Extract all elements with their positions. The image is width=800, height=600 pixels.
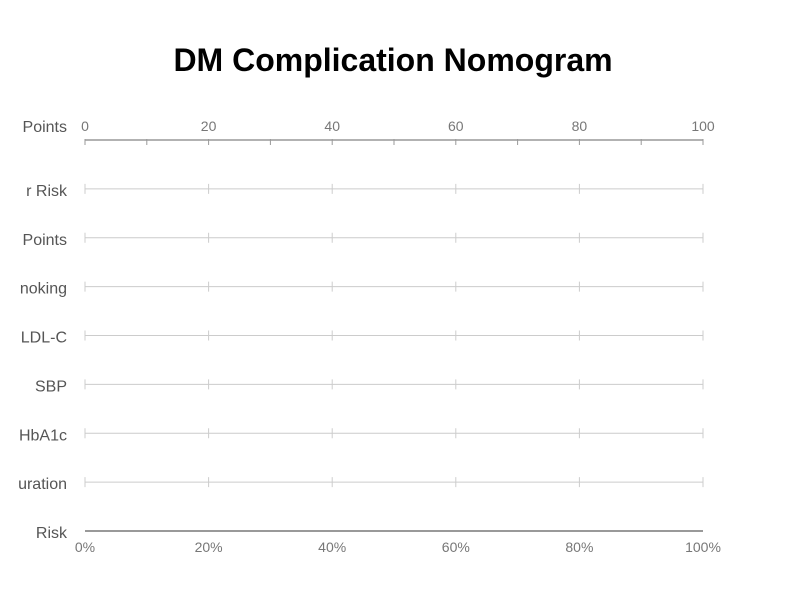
chart-title: DM Complication Nomogram (173, 42, 612, 78)
risk-axis-tick-label: 60% (442, 539, 470, 555)
row-label: r Risk (26, 183, 68, 200)
nomogram-row: r Risk (26, 183, 704, 200)
points-axis-tick-label: 40 (324, 118, 340, 134)
nomogram-row: HbA1c (19, 427, 704, 444)
risk-axis-tick-label: 0% (75, 539, 95, 555)
row-label: Points (23, 232, 67, 249)
nomogram-row: LDL-C (21, 330, 704, 347)
risk-axis-tick-label: 80% (565, 539, 593, 555)
points-axis-tick-label: 60 (448, 118, 464, 134)
row-label: uration (18, 476, 67, 493)
nomogram-rows: Points 0 20 40 60 80 100 r Risk Points noking LDL-… (18, 118, 721, 555)
points-axis-tick-label: 100 (691, 118, 715, 134)
risk-axis-tick-label: 100% (685, 539, 721, 555)
row-label: LDL-C (21, 330, 67, 347)
nomogram-row: Points (23, 232, 704, 249)
nomogram-row: Risk 0% 20% 40% 60% 80% 100% (36, 525, 721, 555)
row-label: SBP (35, 378, 67, 395)
risk-axis-tick-label: 20% (195, 539, 223, 555)
row-label: HbA1c (19, 427, 67, 444)
nomogram-row: noking (20, 281, 704, 298)
nomogram-row: Points 0 20 40 60 80 100 (23, 118, 715, 145)
risk-axis-tick-label: 40% (318, 539, 346, 555)
row-label: Risk (36, 525, 68, 542)
points-axis-tick-label: 80 (572, 118, 588, 134)
points-axis-tick-label: 0 (81, 118, 89, 134)
nomogram-row: uration (18, 476, 704, 493)
row-label: noking (20, 281, 67, 298)
row-label: Points (23, 119, 67, 136)
points-axis-tick-label: 20 (201, 118, 217, 134)
nomogram-row: SBP (35, 378, 704, 395)
